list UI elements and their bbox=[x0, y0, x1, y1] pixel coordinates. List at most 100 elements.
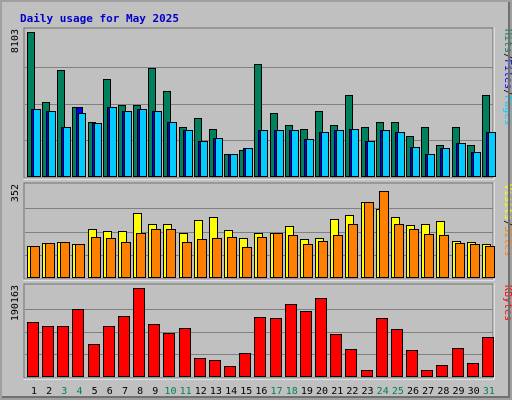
visits-sites-bar-sites-5 bbox=[91, 237, 101, 278]
kbytes-bar-kbytes-2 bbox=[42, 326, 54, 377]
x-tick-label-8: 8 bbox=[137, 386, 143, 397]
kbytes-bar-kbytes-20 bbox=[315, 298, 327, 377]
kbytes-bar-kbytes-1 bbox=[27, 322, 39, 377]
x-tick-label-5: 5 bbox=[92, 386, 98, 397]
hits-files-pages-bar-pages-19 bbox=[306, 139, 314, 177]
x-tick-label-23: 23 bbox=[362, 386, 374, 397]
visits-sites-bar-sites-30 bbox=[470, 244, 480, 278]
visits-sites-bar-sites-12 bbox=[197, 239, 207, 278]
hits-files-pages-bar-pages-11 bbox=[185, 130, 193, 177]
kbytes-bar-kbytes-24 bbox=[376, 318, 388, 377]
visits-sites-bar-sites-2 bbox=[45, 243, 55, 278]
visits-sites-legend-sep: / bbox=[502, 220, 512, 226]
kbytes-bar-kbytes-28 bbox=[436, 365, 448, 377]
x-tick-label-17: 17 bbox=[271, 386, 283, 397]
hits-files-pages-legend: Hits/Files/Pages bbox=[502, 29, 512, 125]
kbytes-bar-kbytes-14 bbox=[224, 366, 236, 377]
hits-files-pages-bar-pages-9 bbox=[154, 111, 162, 177]
hits-files-pages-bar-pages-15 bbox=[245, 148, 253, 177]
kbytes-bar-kbytes-8 bbox=[133, 288, 145, 377]
visits-sites-legend-visits: Visits bbox=[502, 184, 512, 220]
x-tick-label-3: 3 bbox=[61, 386, 67, 397]
visits-sites-bar-sites-4 bbox=[75, 244, 85, 278]
kbytes-bar-kbytes-16 bbox=[254, 317, 266, 377]
hits-files-pages-bar-pages-25 bbox=[397, 132, 405, 177]
hits-files-pages-bar-pages-7 bbox=[124, 111, 132, 177]
x-tick-label-13: 13 bbox=[210, 386, 222, 397]
visits-sites-bar-sites-11 bbox=[182, 242, 192, 278]
hits-files-pages-bar-pages-2 bbox=[48, 111, 56, 177]
chart-title: Daily usage for May 2025 bbox=[20, 12, 179, 25]
hits-files-pages-bar-pages-29 bbox=[458, 143, 466, 177]
hits-files-pages-legend-pages: Pages bbox=[502, 95, 512, 125]
hits-files-pages-bar-pages-14 bbox=[230, 154, 238, 177]
kbytes-frame-dark bbox=[23, 283, 494, 379]
x-tick-label-15: 15 bbox=[240, 386, 252, 397]
kbytes-bar-kbytes-26 bbox=[406, 350, 418, 377]
x-tick-label-31: 31 bbox=[483, 386, 495, 397]
visits-sites-bar-sites-16 bbox=[257, 237, 267, 278]
hits-files-pages-bar-pages-24 bbox=[382, 130, 390, 177]
kbytes-bar-kbytes-18 bbox=[285, 304, 297, 377]
hits-files-pages-bar-pages-3 bbox=[63, 127, 71, 177]
hits-files-pages-bar-pages-20 bbox=[321, 132, 329, 177]
x-tick-label-2: 2 bbox=[46, 386, 52, 397]
hits-files-pages-bar-pages-17 bbox=[276, 130, 284, 177]
visits-sites-frame-dark bbox=[23, 182, 494, 280]
hits-files-pages-frame-dark bbox=[23, 27, 494, 179]
visits-sites-bar-sites-7 bbox=[121, 242, 131, 278]
hits-files-pages-bar-pages-31 bbox=[488, 132, 496, 177]
hits-files-pages-legend-hits: Hits bbox=[502, 29, 512, 53]
visits-sites-legend-sites: Sites bbox=[502, 226, 512, 256]
visits-sites-bar-sites-23 bbox=[364, 202, 374, 278]
visits-sites-bar-sites-10 bbox=[166, 229, 176, 278]
kbytes-bar-kbytes-12 bbox=[194, 358, 206, 377]
x-tick-label-24: 24 bbox=[377, 386, 389, 397]
hits-files-pages-bar-pages-1 bbox=[33, 109, 41, 177]
kbytes-bar-kbytes-27 bbox=[421, 370, 433, 377]
visits-sites-bar-sites-18 bbox=[288, 235, 298, 278]
visits-sites-bar-sites-15 bbox=[242, 247, 252, 278]
hits-files-pages-bar-pages-18 bbox=[291, 130, 299, 177]
x-tick-label-1: 1 bbox=[31, 386, 37, 397]
kbytes-bar-kbytes-21 bbox=[330, 334, 342, 377]
kbytes-bar-kbytes-9 bbox=[148, 324, 160, 377]
visits-sites-bar-sites-1 bbox=[30, 246, 40, 278]
kbytes-bar-kbytes-22 bbox=[345, 349, 357, 377]
kbytes-bar-kbytes-23 bbox=[361, 370, 373, 377]
x-tick-label-19: 19 bbox=[301, 386, 313, 397]
visits-sites-bar-sites-14 bbox=[227, 237, 237, 278]
x-tick-label-29: 29 bbox=[452, 386, 464, 397]
kbytes-bar-kbytes-25 bbox=[391, 329, 403, 377]
visits-sites-bar-sites-17 bbox=[273, 233, 283, 278]
kbytes-bar-kbytes-31 bbox=[482, 337, 494, 377]
hits-files-pages-bar-pages-8 bbox=[139, 109, 147, 177]
hits-files-pages-bar-pages-10 bbox=[169, 122, 177, 177]
kbytes-bar-kbytes-11 bbox=[179, 328, 191, 377]
kbytes-bar-kbytes-13 bbox=[209, 360, 221, 377]
kbytes-bar-kbytes-5 bbox=[88, 344, 100, 377]
kbytes-bar-kbytes-10 bbox=[163, 333, 175, 377]
kbytes-bar-kbytes-4 bbox=[72, 309, 84, 377]
x-tick-label-16: 16 bbox=[255, 386, 267, 397]
x-tick-label-20: 20 bbox=[316, 386, 328, 397]
visits-sites-bar-sites-3 bbox=[60, 242, 70, 278]
hits-files-pages-bar-pages-12 bbox=[200, 141, 208, 177]
kbytes-bar-kbytes-6 bbox=[103, 326, 115, 377]
visits-sites-ymax-label: 352 bbox=[10, 184, 21, 202]
hits-files-pages-bar-pages-26 bbox=[412, 147, 420, 177]
visits-sites-bar-sites-9 bbox=[151, 229, 161, 278]
visits-sites-bar-sites-25 bbox=[394, 224, 404, 278]
visits-sites-bar-sites-6 bbox=[106, 238, 116, 278]
visits-sites-bar-sites-24 bbox=[379, 191, 389, 278]
x-tick-label-26: 26 bbox=[407, 386, 419, 397]
x-tick-label-30: 30 bbox=[468, 386, 480, 397]
hits-files-pages-legend-files: Files bbox=[502, 59, 512, 89]
x-tick-label-14: 14 bbox=[225, 386, 237, 397]
kbytes-legend-kbytes: KBytes bbox=[502, 285, 512, 321]
visits-sites-bar-sites-27 bbox=[424, 234, 434, 278]
visits-sites-bar-sites-20 bbox=[318, 241, 328, 278]
hits-files-pages-bar-pages-27 bbox=[427, 154, 435, 177]
x-tick-label-18: 18 bbox=[286, 386, 298, 397]
